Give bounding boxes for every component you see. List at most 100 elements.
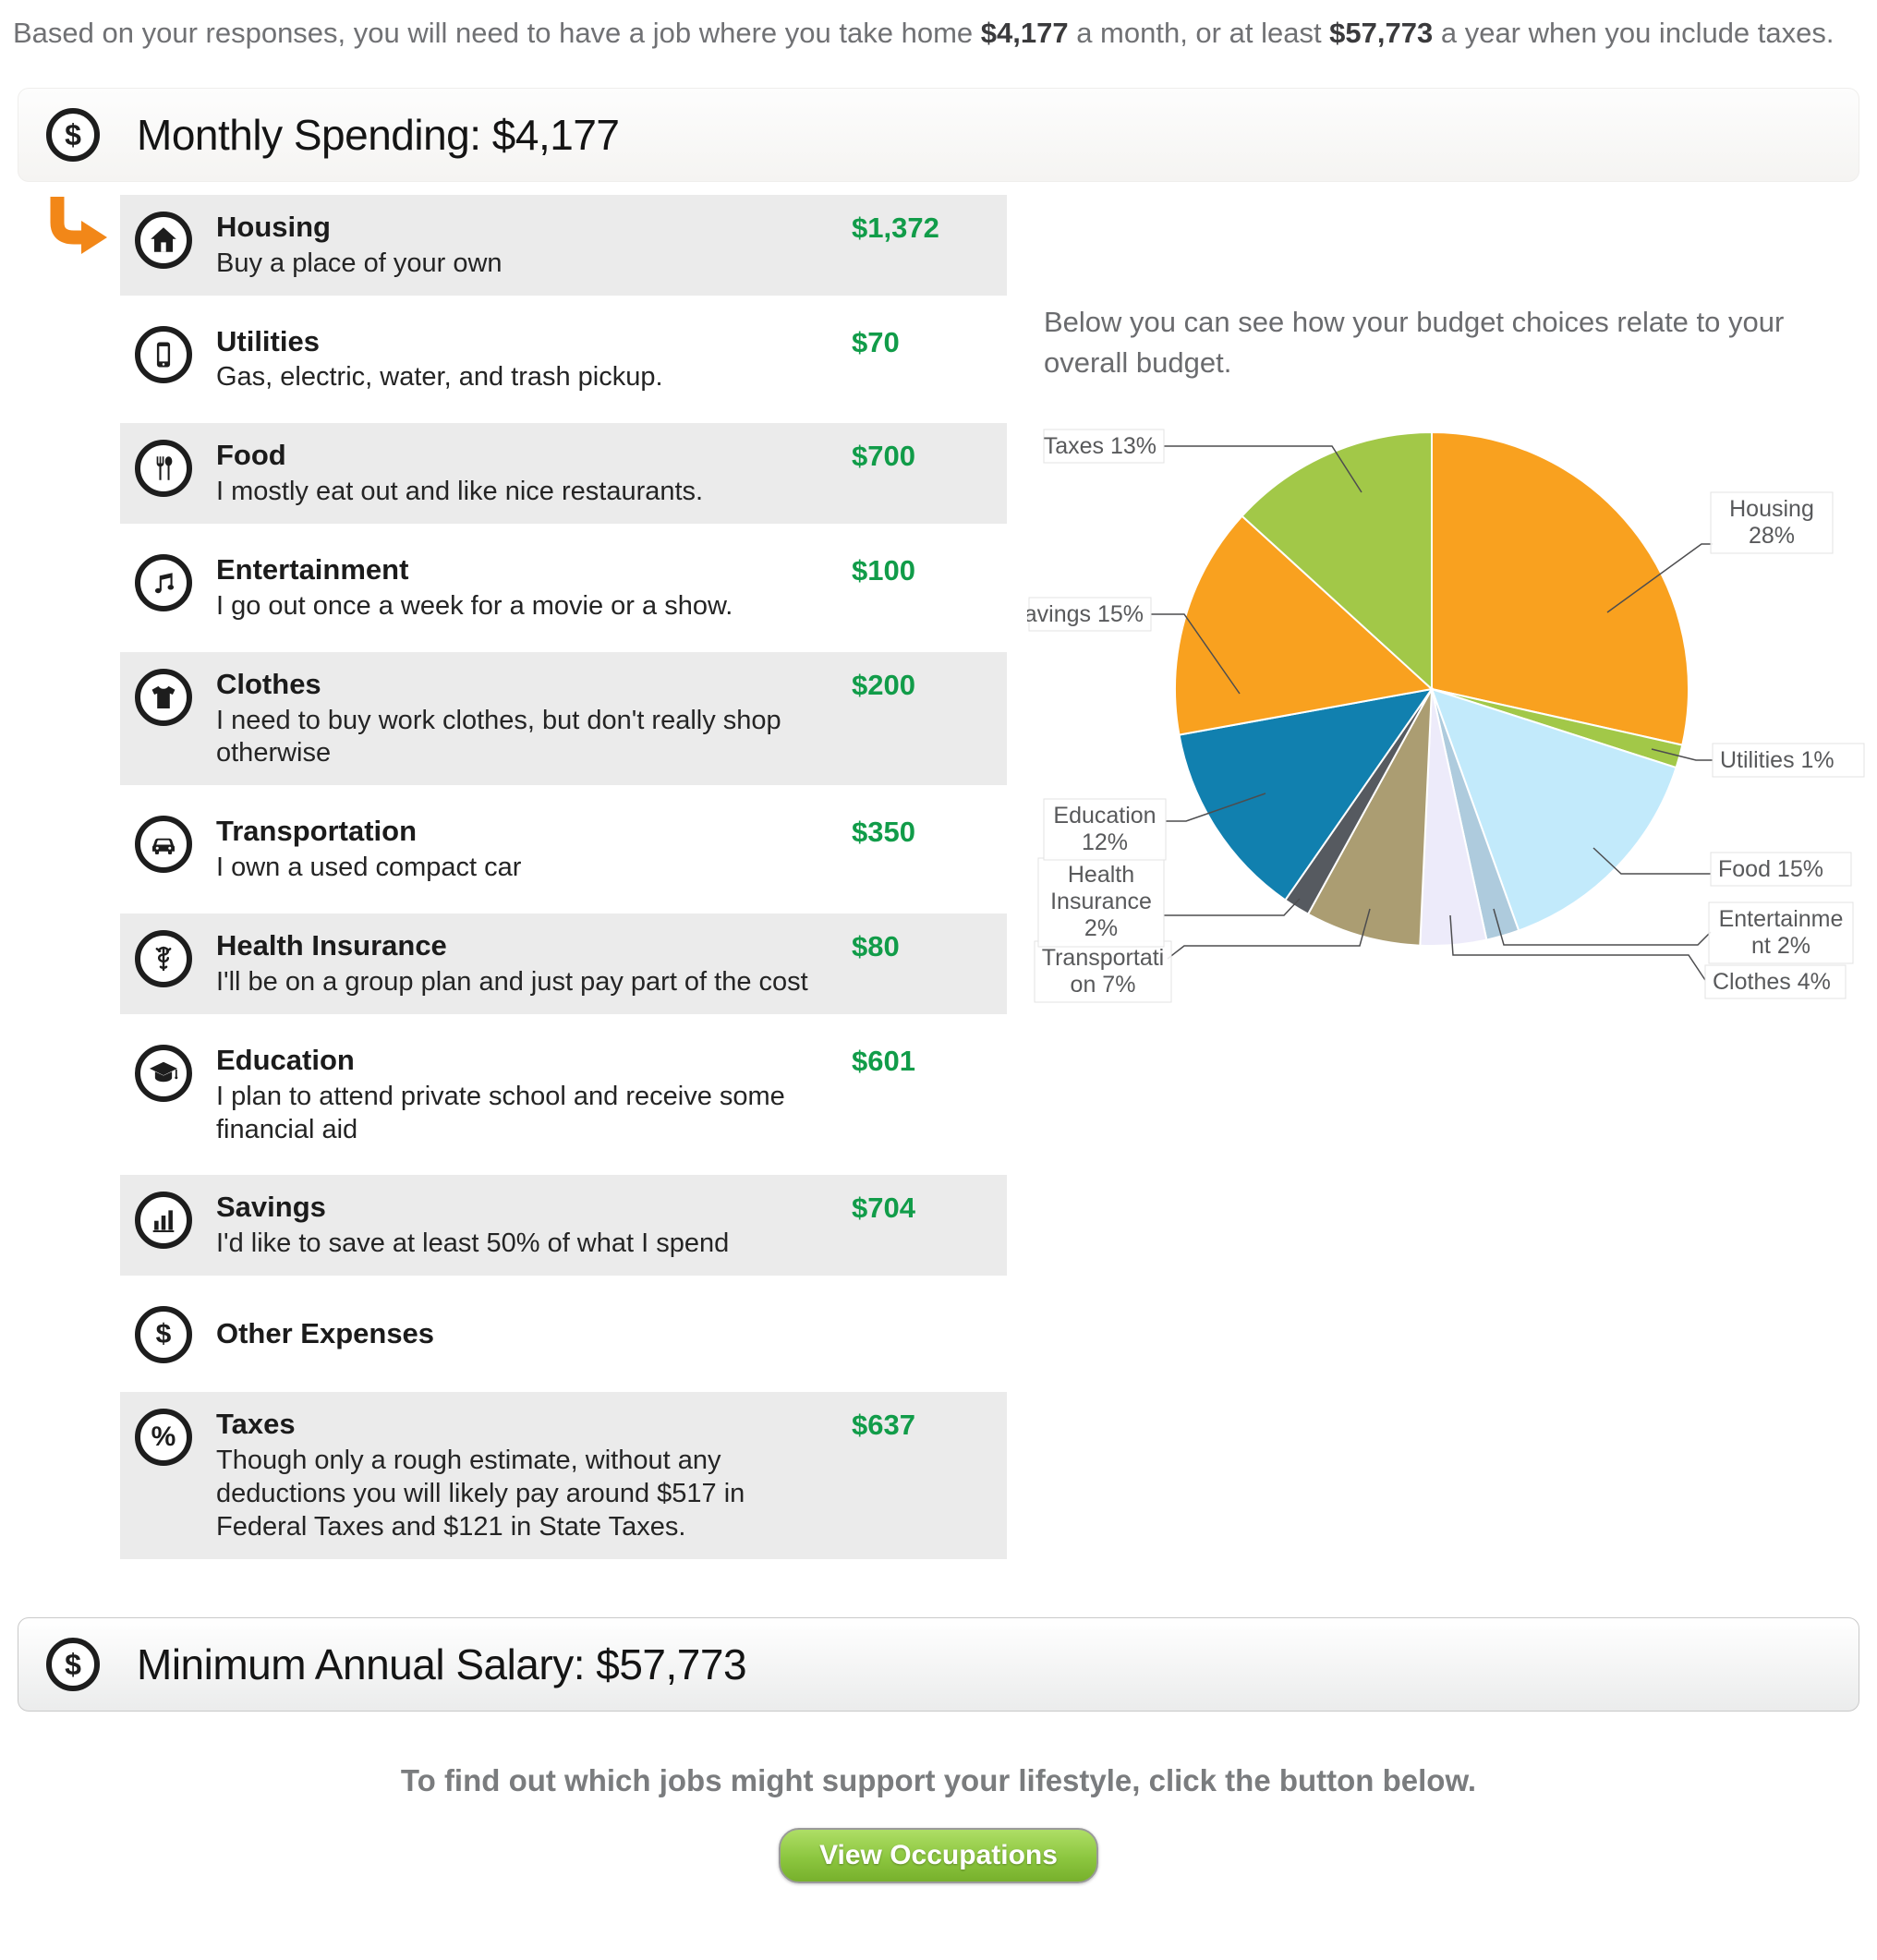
bar-chart-icon	[135, 1192, 192, 1250]
pie-label-entertainment: Entertainme	[1719, 906, 1844, 932]
leader-line-clothes	[1449, 914, 1706, 981]
caduceus-icon	[135, 930, 192, 988]
budget-rows-list: Housing Buy a place of your own $1,372 Util…	[50, 194, 1007, 1573]
row-title: Utilities	[216, 324, 320, 357]
pie-label-health-insurance: Health	[1068, 862, 1134, 888]
pie-label-food: Food 15%	[1718, 856, 1823, 882]
pie-slice-savings	[1174, 514, 1435, 736]
row-text: Utilities Gas, electric, water, and trash…	[216, 324, 852, 395]
pie-label-box	[1712, 743, 1865, 778]
amount-value: $637	[852, 1409, 915, 1442]
pie-label-box	[1708, 901, 1854, 964]
leader-line-utilities	[1651, 748, 1713, 761]
row-description: I own a used compact car	[216, 853, 522, 883]
current-item-arrow-icon	[50, 196, 107, 254]
row-title: Taxes	[216, 1408, 296, 1441]
amount-value: $350	[852, 816, 915, 849]
row-title: Transportation	[216, 815, 418, 848]
budget-row-utilities[interactable]: Utilities Gas, electric, water, and trash…	[120, 309, 1007, 410]
row-text: Education I plan to attend private school…	[216, 1043, 852, 1147]
pie-label-box	[1710, 852, 1852, 887]
pie-slice-education	[1178, 687, 1435, 901]
row-text: Entertainment I go out once a week for a …	[216, 552, 852, 623]
dollar-icon: $	[135, 1306, 192, 1364]
row-description: Buy a place of your own	[216, 248, 503, 278]
budget-row-health-insurance[interactable]: Health Insurance I'll be on a group plan …	[120, 913, 1007, 1014]
amount-value: $704	[852, 1192, 915, 1225]
budget-row-taxes[interactable]: % Taxes Though only a rough estimate, with…	[120, 1392, 1007, 1559]
row-title: Health Insurance	[216, 929, 447, 962]
row-title: Housing	[216, 210, 331, 243]
budget-row-food[interactable]: Food I mostly eat out and like nice resta…	[120, 423, 1007, 525]
budget-row-clothes[interactable]: Clothes I need to buy work clothes, but d…	[120, 651, 1007, 786]
minimum-salary-title: Minimum Annual Salary: $57,773	[137, 1639, 747, 1688]
amount-value: $200	[852, 668, 915, 701]
pie-label-box	[1710, 491, 1834, 554]
tshirt-icon	[135, 668, 192, 726]
house-icon	[135, 211, 192, 269]
row-text: Housing Buy a place of your own	[216, 210, 852, 281]
monthly-spending-title: Monthly Spending: $4,177	[137, 110, 620, 159]
row-text: Health Insurance I'll be on a group plan …	[216, 928, 852, 999]
pie-label-education: Education	[1053, 803, 1156, 829]
row-text: Other Expenses	[216, 1316, 852, 1352]
monthly-spending-header: $ Monthly Spending: $4,177	[18, 87, 1859, 182]
amount-value: $70	[852, 325, 900, 358]
pie-label-box	[1043, 798, 1167, 861]
button-row: View Occupations	[0, 1827, 1877, 1907]
budget-row-entertainment[interactable]: Entertainment I go out once a week for a …	[120, 538, 1007, 638]
pie-label-box	[1037, 857, 1165, 948]
pie-label-clothes: Clothes 4%	[1713, 969, 1831, 995]
row-title: Other Expenses	[216, 1316, 435, 1349]
pie-label-education: 12%	[1082, 829, 1128, 855]
graduation-cap-icon	[135, 1044, 192, 1102]
row-description: I'll be on a group plan and just pay par…	[216, 966, 808, 997]
main-content: Housing Buy a place of your own $1,372 Util…	[0, 194, 1877, 1573]
pie-label-entertainment: nt 2%	[1751, 933, 1810, 959]
pie-label-box	[1028, 597, 1152, 632]
intro-text: Based on your responses, you will need t…	[13, 17, 1835, 49]
leader-line-taxes	[1164, 445, 1362, 493]
car-icon	[135, 816, 192, 874]
chart-panel: Below you can see how your budget choice…	[1027, 195, 1877, 1573]
pie-label-box	[1704, 964, 1847, 999]
row-title: Clothes	[216, 667, 321, 700]
budget-row-transportation[interactable]: Transportation I own a used compact car $3…	[120, 799, 1007, 900]
pie-label-taxes: Taxes 13%	[1044, 433, 1156, 459]
pie-slice-taxes	[1241, 430, 1433, 692]
pie-slice-housing	[1431, 430, 1689, 746]
row-description: I plan to attend private school and rece…	[216, 1081, 785, 1144]
amount-value: $80	[852, 930, 900, 963]
amount-value: $700	[852, 440, 915, 473]
pie-slice-food	[1430, 687, 1677, 932]
minimum-salary-header: $ Minimum Annual Salary: $57,773	[18, 1616, 1859, 1712]
smartphone-icon	[135, 325, 192, 383]
pie-label-health-insurance: Insurance	[1050, 889, 1152, 914]
pie-label-housing: 28%	[1749, 523, 1795, 549]
view-occupations-button[interactable]: View Occupations	[779, 1827, 1098, 1883]
leader-line-education	[1166, 792, 1266, 822]
row-title: Savings	[216, 1191, 326, 1224]
cta-text: To find out which jobs might support you…	[400, 1762, 1477, 1797]
pie-label-savings: Savings 15%	[1027, 601, 1144, 627]
row-text: Savings I'd like to save at least 50% of …	[216, 1190, 852, 1261]
music-notes-icon	[135, 554, 192, 612]
row-title: Entertainment	[216, 553, 409, 587]
row-description: Gas, electric, water, and trash pickup.	[216, 362, 663, 393]
row-description: I need to buy work clothes, but don't re…	[216, 705, 781, 768]
pie-label-housing: Housing	[1729, 496, 1814, 522]
pie-label-transportation: Transportati	[1042, 945, 1164, 971]
row-text: Taxes Though only a rough estimate, witho…	[216, 1407, 852, 1544]
budget-row-housing[interactable]: Housing Buy a place of your own $1,372	[120, 194, 1007, 296]
budget-row-education[interactable]: Education I plan to attend private school…	[120, 1028, 1007, 1162]
annual-amount: $57,773	[1329, 17, 1434, 49]
row-text: Food I mostly eat out and like nice resta…	[216, 438, 852, 509]
pie-label-box	[1043, 429, 1165, 464]
amount-value: $601	[852, 1044, 915, 1077]
leader-line-health-insurance	[1164, 898, 1301, 916]
budget-row-savings[interactable]: Savings I'd like to save at least 50% of …	[120, 1175, 1007, 1276]
amount-value: $1,372	[852, 211, 939, 244]
budget-row-other-expenses[interactable]: $ Other Expenses	[120, 1289, 1007, 1378]
leader-line-transportation	[1167, 908, 1371, 960]
